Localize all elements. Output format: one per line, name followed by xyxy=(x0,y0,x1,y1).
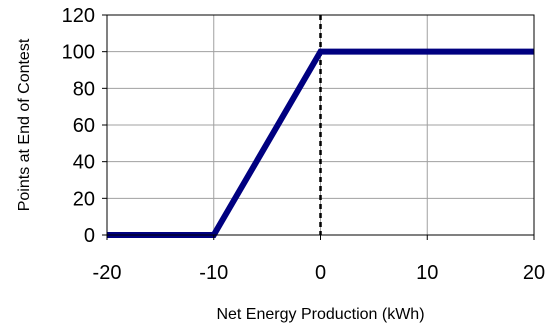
x-tick-label: -10 xyxy=(199,262,228,284)
y-tick-label: 20 xyxy=(73,188,95,210)
x-tick-labels: -20 -10 0 10 20 xyxy=(93,235,545,284)
y-tick-label: 40 xyxy=(73,152,95,174)
x-tick-label: 10 xyxy=(416,262,438,284)
x-axis-title: Net Energy Production (kWh) xyxy=(216,306,424,323)
y-tick-labels: 0 20 40 60 80 100 120 xyxy=(62,5,107,247)
y-axis-title: Points at End of Contest xyxy=(16,38,33,211)
y-tick-label: 0 xyxy=(84,225,95,247)
y-tick-label: 100 xyxy=(62,42,95,64)
y-tick-label: 120 xyxy=(62,5,95,27)
x-tick-label: 20 xyxy=(523,262,545,284)
x-tick-label: -20 xyxy=(93,262,122,284)
x-tick-label: 0 xyxy=(315,262,326,284)
y-tick-label: 80 xyxy=(73,78,95,100)
y-tick-label: 60 xyxy=(73,115,95,137)
